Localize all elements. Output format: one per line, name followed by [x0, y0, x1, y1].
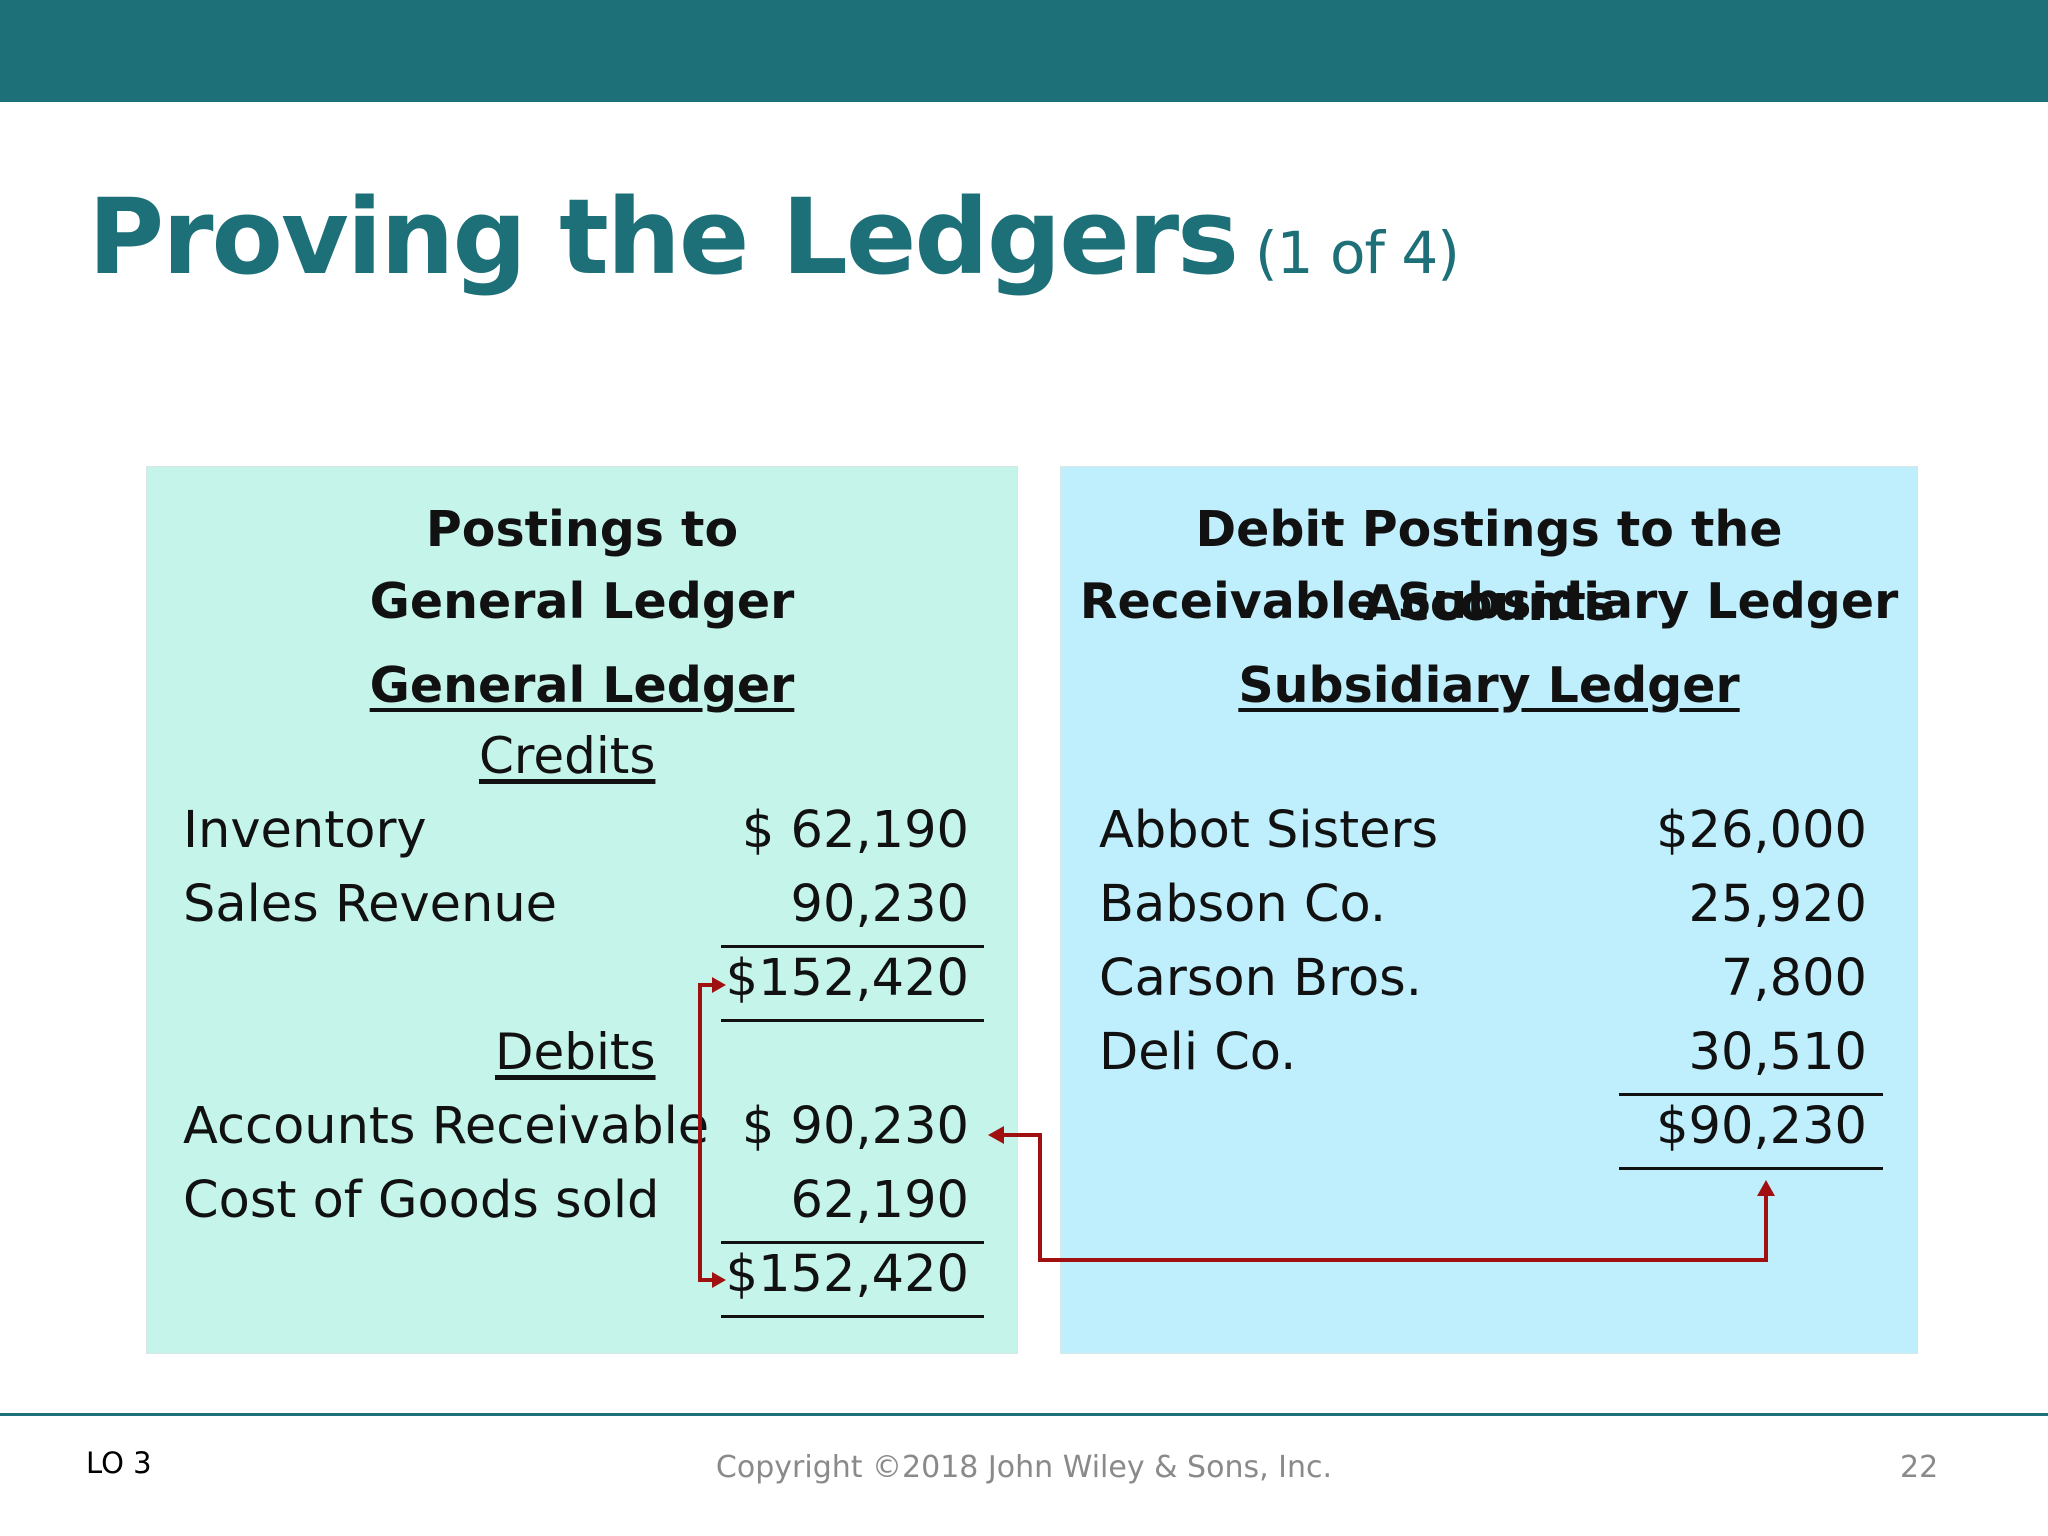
top-accent-bar	[0, 0, 2048, 102]
gl-ledger-title: General Ledger	[369, 657, 795, 714]
arrowhead-subsidiary-total	[1757, 1180, 1775, 1196]
credit-row-name: Sales Revenue	[183, 875, 558, 934]
account-row-amount: 25,920	[1688, 875, 1867, 934]
learning-objective-label: LO 3	[86, 1446, 152, 1480]
debits-label: Debits	[495, 1023, 656, 1081]
account-row-amount: 30,510	[1688, 1023, 1867, 1082]
debit-row-amount: 62,190	[790, 1171, 969, 1230]
page-title: Proving the Ledgers (1 of 4)	[88, 176, 1460, 298]
account-row-amount: 7,800	[1720, 949, 1867, 1008]
account-row-name: Deli Co.	[1099, 1023, 1297, 1082]
sub-ledger-title: Subsidiary Ledger	[1238, 657, 1740, 714]
debits-total: $152,420	[725, 1245, 969, 1304]
footer-divider	[0, 1413, 2048, 1416]
ar-to-subsidiary-connector	[1000, 1133, 1768, 1262]
account-row-name: Babson Co.	[1099, 875, 1387, 934]
title-main: Proving the Ledgers	[88, 176, 1239, 298]
debit-row-name: Accounts Receivable	[183, 1097, 710, 1156]
sub-heading-line2: Receivable Subsidiary Ledger	[1079, 573, 1899, 630]
credits-total-rule	[721, 1019, 984, 1022]
arrowhead-credits-total	[712, 977, 726, 993]
arrowhead-ar-debit	[988, 1126, 1004, 1144]
debit-row-amount: $ 90,230	[741, 1097, 969, 1156]
gl-heading-line2: General Ledger	[369, 573, 795, 630]
subsidiary-ledger-panel: Debit Postings to the Accounts Receivabl…	[1060, 466, 1918, 1354]
credit-row-amount: $ 62,190	[741, 801, 969, 860]
credit-row-name: Inventory	[183, 801, 427, 860]
debit-row-name: Cost of Goods sold	[183, 1171, 660, 1230]
subsidiary-total-rule	[1619, 1167, 1883, 1170]
subsidiary-subtotal-rule	[1619, 1093, 1883, 1096]
credits-total: $152,420	[725, 949, 969, 1008]
general-ledger-panel: Postings to General Ledger General Ledge…	[146, 466, 1018, 1354]
copyright-text: Copyright ©2018 John Wiley & Sons, Inc.	[715, 1450, 1333, 1485]
account-row-amount: $26,000	[1656, 801, 1867, 860]
credits-subtotal-rule	[721, 945, 984, 948]
subsidiary-total: $90,230	[1656, 1097, 1867, 1156]
account-row-name: Abbot Sisters	[1099, 801, 1439, 860]
bracket-connector	[698, 983, 714, 1282]
arrowhead-debits-total	[712, 1272, 726, 1288]
debits-subtotal-rule	[721, 1241, 984, 1244]
debits-total-rule	[721, 1315, 984, 1318]
account-row-name: Carson Bros.	[1099, 949, 1422, 1008]
credit-row-amount: 90,230	[790, 875, 969, 934]
title-sub: (1 of 4)	[1255, 219, 1460, 287]
gl-heading-line1: Postings to	[425, 501, 739, 558]
page-number: 22	[1900, 1450, 1939, 1485]
credits-label: Credits	[479, 727, 656, 785]
sub-heading-line1: Debit Postings to the Accounts	[1195, 501, 1783, 632]
